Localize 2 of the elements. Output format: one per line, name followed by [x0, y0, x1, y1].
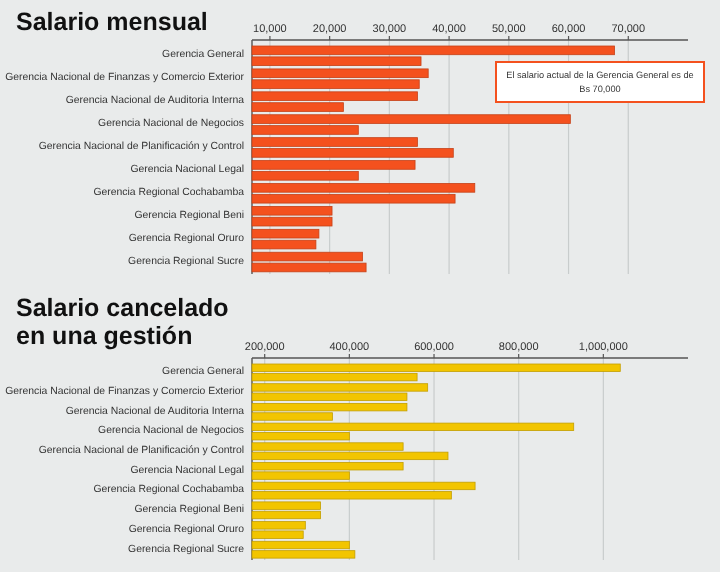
chart-title: Salario mensual	[16, 8, 208, 36]
chart-title: Salario cancelado en una gestión	[16, 294, 230, 350]
